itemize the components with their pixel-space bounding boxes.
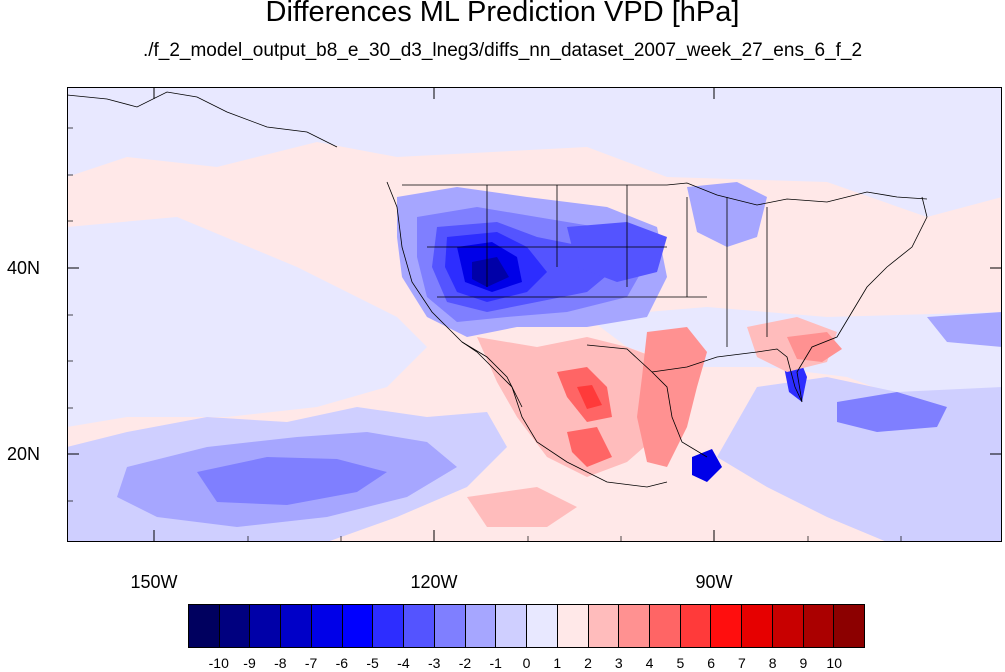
colorbar-label: 2 <box>584 655 592 671</box>
colorbar-label: 0 <box>522 655 531 671</box>
colorbar-label: -5 <box>366 655 379 671</box>
colorbar-label: -2 <box>458 655 472 671</box>
vpd-difference-map <box>67 87 1002 542</box>
y-tick-label-40n: 40N <box>6 258 40 278</box>
colorbar-swatch <box>680 605 712 647</box>
map-panel <box>67 87 1002 542</box>
colorbar-swatch <box>434 605 466 647</box>
colorbar-label: 5 <box>676 655 685 671</box>
colorbar-swatch <box>650 605 681 647</box>
colorbar-swatch <box>742 605 773 647</box>
colorbar <box>188 604 865 648</box>
colorbar-swatch <box>373 605 405 647</box>
figure-subtitle: ./f_2_model_output_b8_e_30_d3_lneg3/diff… <box>142 40 863 61</box>
colorbar-label: -10 <box>208 655 229 671</box>
x-tick-label-120w: 120W <box>410 572 458 592</box>
colorbar-label: -6 <box>335 655 349 671</box>
colorbar-label: -9 <box>243 655 256 671</box>
figure-title: Differences ML Prediction VPD [hPa] <box>265 0 740 28</box>
colorbar-swatch <box>496 605 528 647</box>
colorbar-label: -8 <box>274 655 287 671</box>
colorbar-label: 10 <box>826 655 842 671</box>
colorbar-swatch <box>189 605 220 647</box>
colorbar-swatch <box>772 605 804 647</box>
colorbar-swatch <box>834 605 865 647</box>
colorbar-label: -4 <box>397 655 410 671</box>
colorbar-label: 9 <box>799 655 808 671</box>
colorbar-swatch <box>527 605 558 647</box>
colorbar-swatch <box>311 605 343 647</box>
colorbar-label: -7 <box>304 655 318 671</box>
colorbar-label: 6 <box>707 655 716 671</box>
colorbar-swatch <box>711 605 743 647</box>
colorbar-swatch <box>219 605 251 647</box>
colorbar-swatch <box>404 605 435 647</box>
colorbar-label: -3 <box>427 655 441 671</box>
colorbar-swatch <box>588 605 620 647</box>
colorbar-label: 8 <box>768 655 777 671</box>
colorbar-label: 7 <box>738 655 746 671</box>
y-tick-label-20n: 20N <box>6 444 40 464</box>
colorbar-swatches <box>188 604 865 648</box>
x-tick-label-90w: 90W <box>695 572 733 592</box>
colorbar-swatch <box>619 605 651 647</box>
x-tick-label-150w: 150W <box>130 572 178 592</box>
colorbar-swatch <box>465 605 497 647</box>
colorbar-swatch <box>557 605 589 647</box>
colorbar-swatch <box>342 605 374 647</box>
colorbar-swatch <box>803 605 835 647</box>
colorbar-label: -1 <box>489 655 502 671</box>
colorbar-swatch <box>250 605 282 647</box>
colorbar-label: 3 <box>614 655 623 671</box>
colorbar-label: 4 <box>645 655 654 671</box>
colorbar-swatch <box>281 605 312 647</box>
colorbar-label: 1 <box>553 655 562 671</box>
